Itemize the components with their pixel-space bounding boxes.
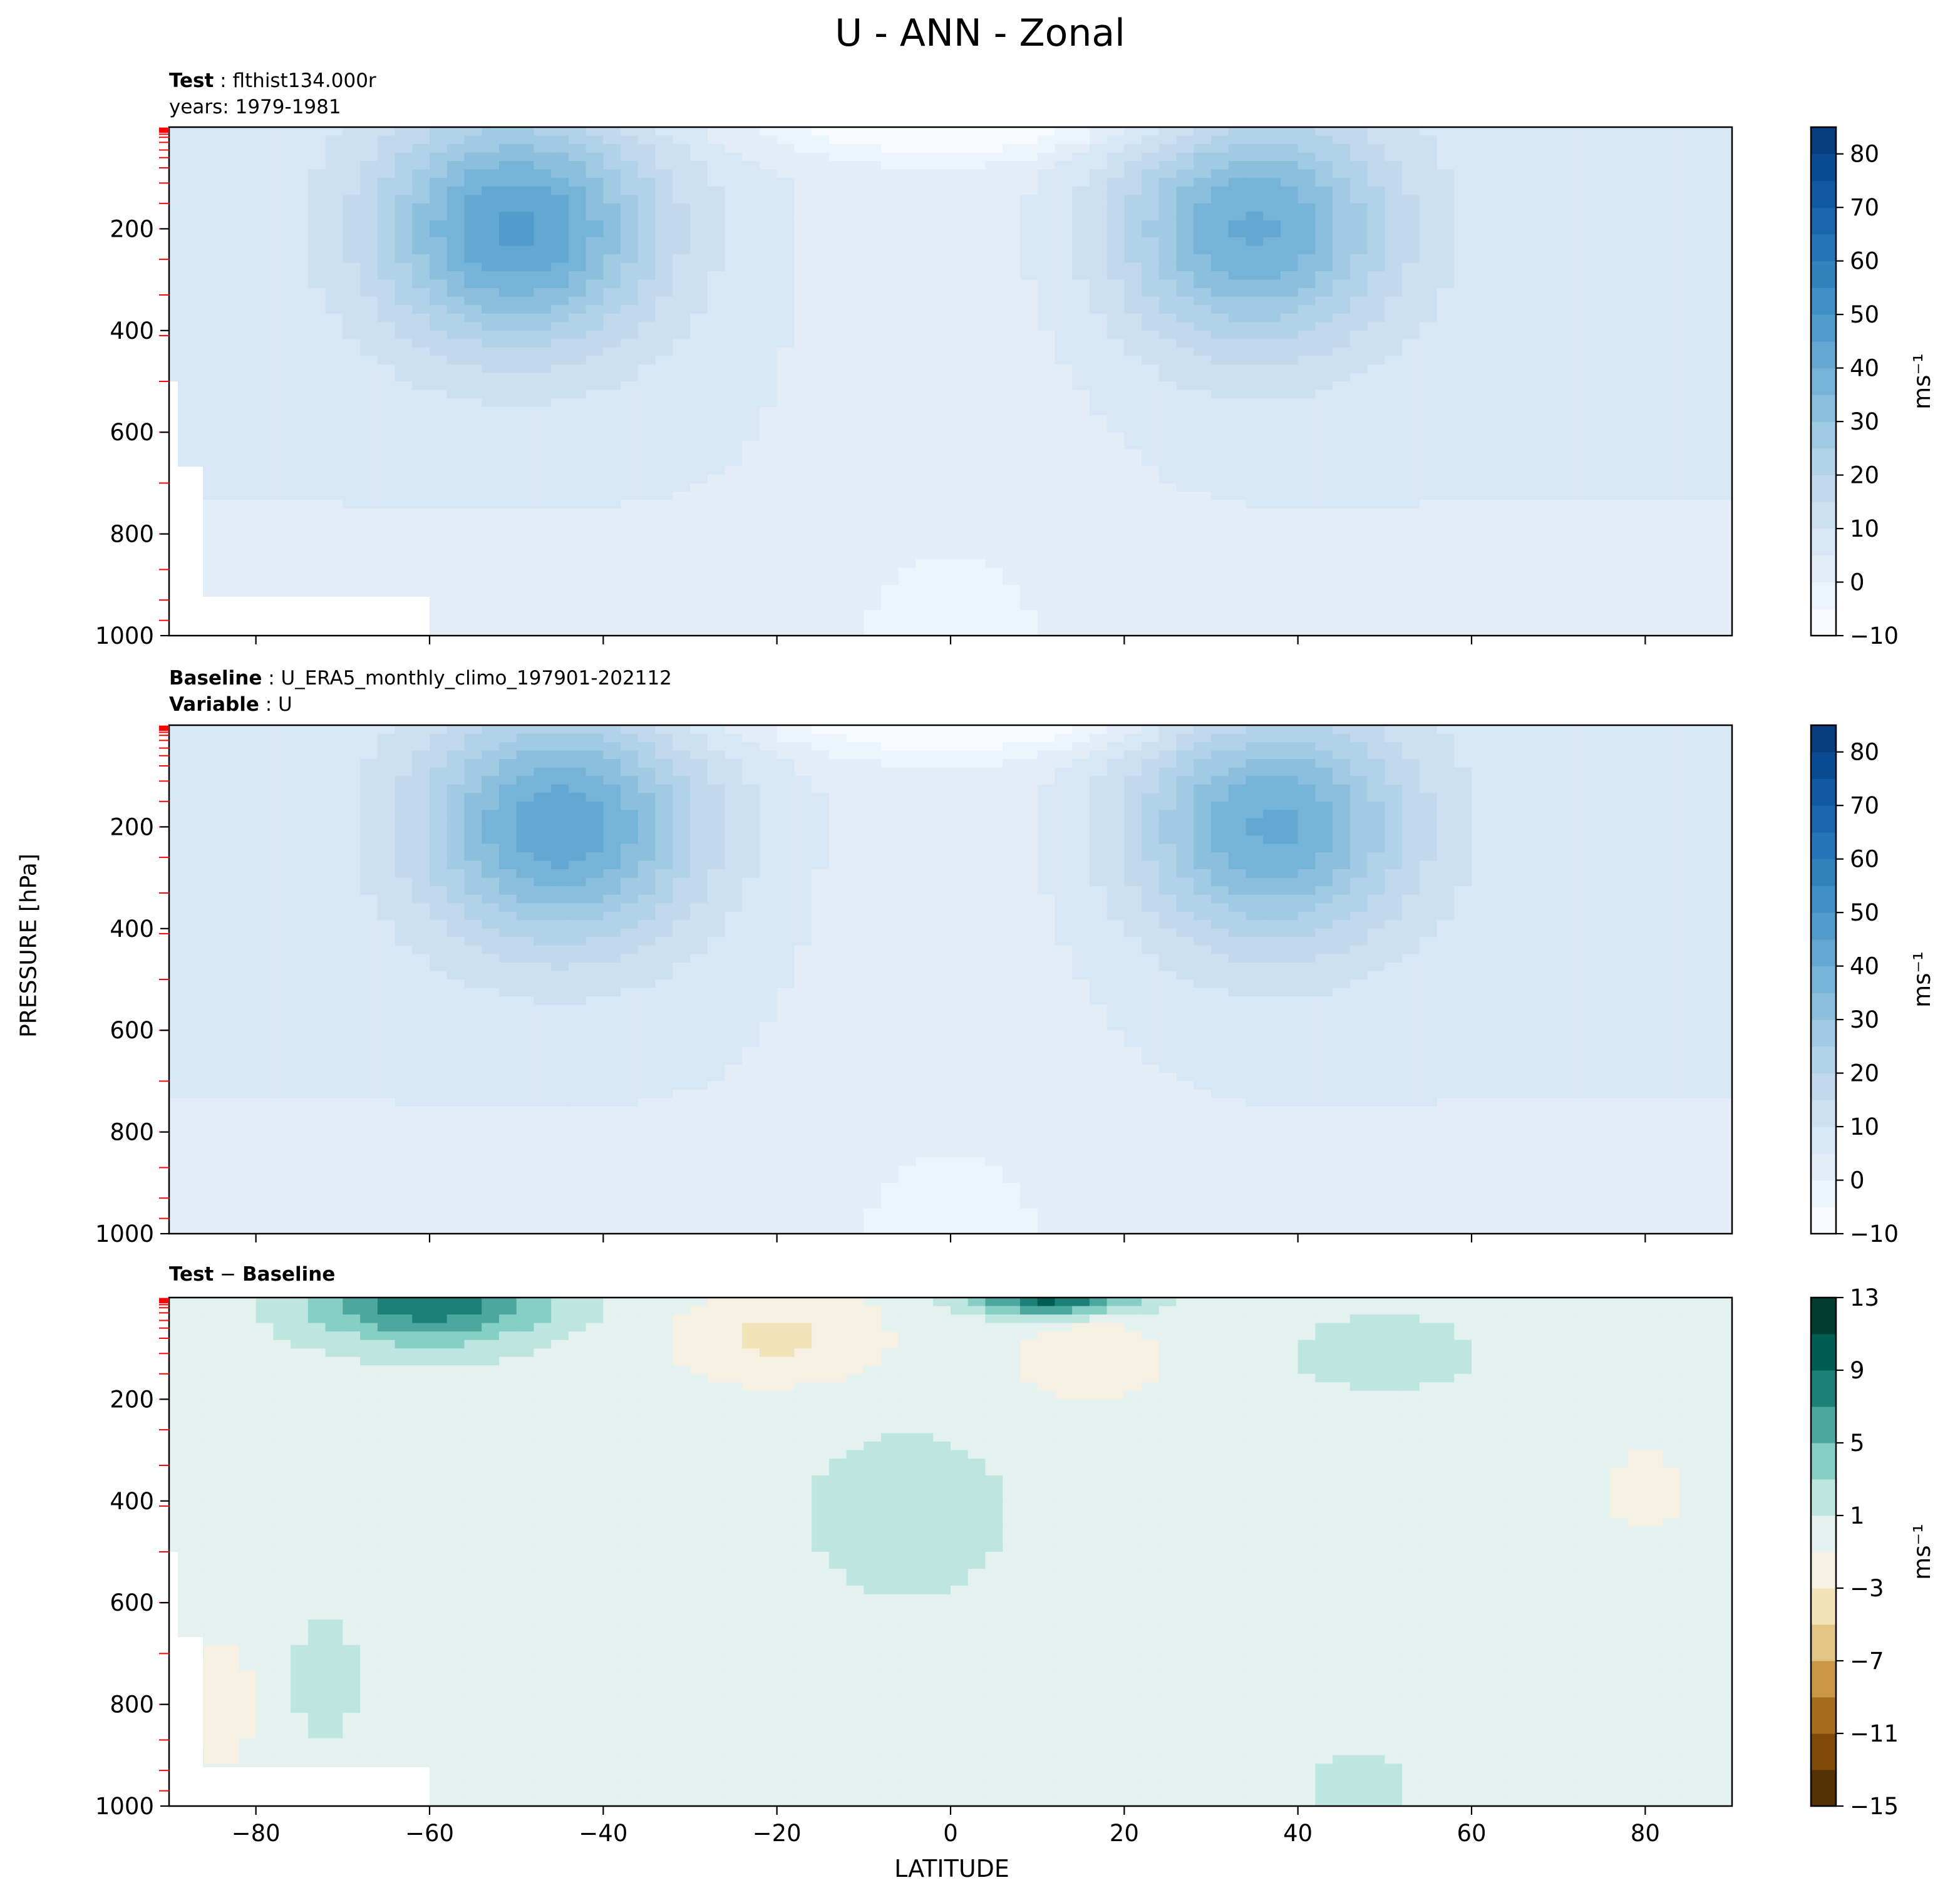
colorbar-label: ms⁻¹ [1909,951,1936,1008]
colorbar-tick-label: −7 [1850,1648,1884,1675]
panel-3-plot: 200 400 600 800 1000 −80 −60 −40 −20 0 20 40 60 80 −15… [95,1284,1936,1847]
panel1-title: Test : flthist134.000r years: 1979-1981 [169,68,376,120]
panel2-title-text: U_ERA5_monthly_climo_197901-202112 [281,667,672,689]
x-tick-label: 20 [1110,1820,1139,1847]
x-tick-label: −80 [232,1820,281,1847]
y-tick-label: 600 [110,1017,154,1044]
colorbar-tick-label: −10 [1850,1221,1899,1247]
y-tick-label: 600 [110,1589,154,1616]
y-tick-label: 400 [110,916,154,942]
colorbar-tick-label: 10 [1850,515,1879,542]
panel3-title-bold: Test [169,1263,214,1286]
colorbar-tick-label: 20 [1850,1060,1879,1087]
colorbar-tick-label: 50 [1850,301,1879,328]
panel-2-field [169,725,1732,1234]
y-tick-label: 600 [110,419,154,446]
y-tick-label: 800 [110,521,154,548]
panel3-title: Test − Baseline [169,1261,335,1288]
y-tick-label: 200 [110,215,154,242]
x-tick-label: 60 [1457,1820,1486,1847]
panel-1-plot: 200 400 600 800 1000 −10 0 10 20 30 40 50 60 70 80 ms⁻¹ [95,126,1936,649]
colorbar-tick-label: 0 [1850,569,1865,596]
colorbar-tick-label: −3 [1850,1575,1884,1602]
colorbar-tick-label: 40 [1850,355,1879,382]
panel1-title-bold: Test [169,70,214,92]
panel-1-field [169,127,1732,636]
y-tick-label: 1000 [95,1221,154,1247]
colorbar-tick-label: 20 [1850,462,1879,489]
y-tick-label: 1000 [95,622,154,649]
y-tick-label: 400 [110,1488,154,1515]
panel2-subtitle-bold: Variable [169,693,259,716]
colorbar-tick-label: 80 [1850,141,1879,168]
y-tick-label: 200 [110,813,154,840]
colorbar-tick-label: 60 [1850,846,1879,873]
colorbar-tick-label: 40 [1850,953,1879,980]
colorbar-tick-label: 9 [1850,1357,1865,1384]
colorbar-tick-label: 70 [1850,194,1879,221]
panel3-title-sep: − [214,1263,243,1286]
colorbar-tick-label: 50 [1850,899,1879,926]
panel-3-colorbar: −15 −11 −7 −3 1 5 9 13 ms⁻¹ [1810,1284,1936,1820]
panel-3-model-level-ticks [159,1298,169,1792]
colorbar-tick-label: 0 [1850,1167,1865,1194]
y-tick-label: 800 [110,1119,154,1146]
y-tick-label: 1000 [95,1793,154,1820]
y-tick-label: 400 [110,318,154,344]
panel2-title: Baseline : U_ERA5_monthly_climo_197901-2… [169,667,672,716]
x-tick-label: −60 [405,1820,454,1847]
x-tick-label: 0 [943,1820,958,1847]
colorbar-tick-label: 70 [1850,792,1879,819]
panel3-title-bold2: Baseline [242,1263,336,1286]
panel1-title-text: flthist134.000r [232,70,376,92]
y-tick-label: 800 [110,1691,154,1718]
panel-3-field [169,1298,1732,1806]
panel-1-model-level-ticks [159,127,169,621]
colorbar-tick-label: 5 [1850,1430,1865,1457]
panel2-subtitle-text: U [278,693,292,716]
x-tick-label: −20 [753,1820,802,1847]
colorbar-tick-label: −11 [1850,1720,1899,1747]
colorbar-tick-label: 1 [1850,1502,1865,1529]
panel-2-plot: 200 400 600 800 1000 −10 0 10 20 30 40 50 60 70 80 ms⁻¹ [95,724,1936,1247]
x-axis-label: LATITUDE [894,1855,1009,1882]
colorbar-tick-label: −10 [1850,622,1899,649]
panel-1-colorbar: −10 0 10 20 30 40 50 60 70 80 ms⁻¹ [1810,126,1936,649]
x-tick-label: 40 [1283,1820,1313,1847]
panel-2-colorbar: −10 0 10 20 30 40 50 60 70 80 ms⁻¹ [1810,724,1936,1247]
y-tick-label: 200 [110,1386,154,1413]
panel-2-model-level-ticks [159,725,169,1219]
colorbar-tick-label: 80 [1850,739,1879,766]
panel1-subtitle: years: 1979-1981 [169,96,341,118]
colorbar-tick-label: 60 [1850,248,1879,275]
figure-title: U - ANN - Zonal [835,11,1125,55]
x-tick-label: 80 [1631,1820,1660,1847]
colorbar-label: ms⁻¹ [1909,353,1936,410]
colorbar-tick-label: 13 [1850,1284,1879,1311]
colorbar-tick-label: 30 [1850,1006,1879,1033]
colorbar-tick-label: −15 [1850,1793,1899,1820]
panel2-title-bold: Baseline [169,667,262,689]
colorbar-tick-label: 30 [1850,408,1879,435]
colorbar-label: ms⁻¹ [1909,1524,1936,1580]
x-tick-label: −40 [579,1820,627,1847]
colorbar-tick-label: 10 [1850,1113,1879,1140]
